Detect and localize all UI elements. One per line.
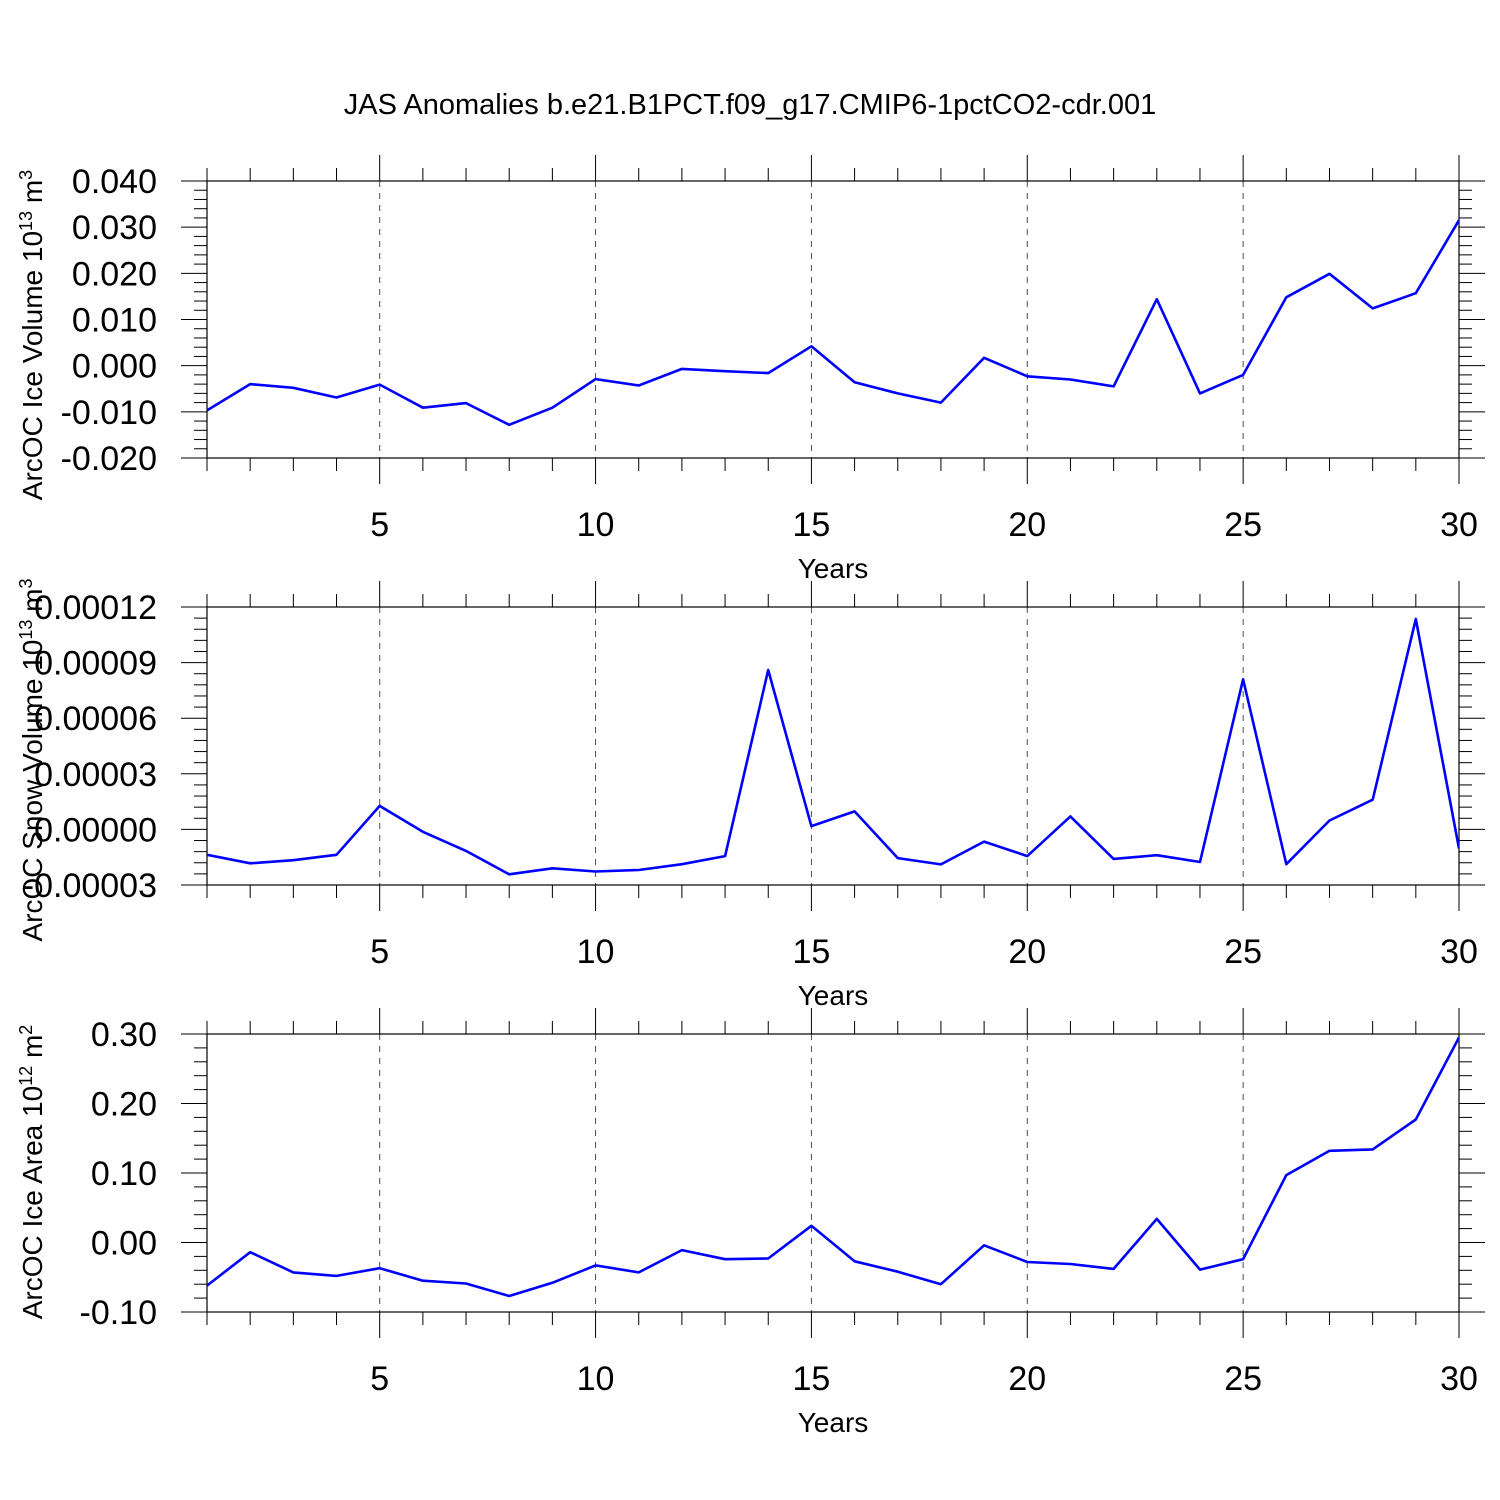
y-axis-label-superscript: 13 [16,620,36,640]
y-tick-label: -0.020 [61,440,157,478]
x-tick-label: 10 [577,933,615,971]
series-line [207,1036,1459,1298]
panel-3: -0.10 0.00 0.10 0.20 0.30 5 10 15 20 25 30 Years Arc… [16,1008,1485,1438]
y-tick-label: -0.10 [80,1294,158,1332]
y-axis-label-superscript: 3 [16,578,36,588]
plot-frame [206,1033,1460,1313]
series-line [207,617,1459,876]
y-axis-label-part: m [17,588,48,619]
y-axis-label-superscript: 13 [16,211,36,231]
x-axis-label: Years [798,553,869,584]
y-tick-label: 0.00000 [34,811,157,849]
x-tick-label: 15 [792,933,830,971]
y-axis-label-part: m [17,180,48,211]
x-tick-label: 10 [577,506,615,544]
x-tick-label: 10 [577,1360,615,1398]
x-tick-label: 5 [370,506,389,544]
y-axis-label-part: m [17,1035,48,1066]
y-tick-label: 0.040 [72,163,157,201]
y-tick-label: 0.20 [91,1086,157,1124]
y-tick-label: 0.00012 [34,589,157,627]
x-tick-label: 30 [1440,1360,1478,1398]
y-axis-label-part: ArcOC Ice Volume 10 [17,231,48,500]
y-tick-label: 0.30 [91,1016,157,1054]
chart-panels: -0.020 -0.010 0.000 0.010 0.020 0.030 0.040 5 10… [16,155,1485,1438]
y-tick-label: 0.000 [72,348,157,386]
y-tick-label: 0.00003 [34,756,157,794]
y-axis-label: ArcOC Ice Area 1012 m2 [16,1025,48,1320]
chart-title: JAS Anomalies b.e21.B1PCT.f09_g17.CMIP6-… [344,89,1156,121]
y-axis-label: ArcOC Snow Volume 1013 m3 [16,578,48,941]
y-tick-label: 0.010 [72,302,157,340]
y-axis-label-superscript: 12 [16,1066,36,1086]
series-line [207,219,1459,427]
y-tick-label: -0.010 [61,394,157,432]
plot-frame [206,606,1460,886]
y-tick-label: 0.020 [72,255,157,293]
y-axis-label-superscript: 2 [16,1025,36,1035]
y-tick-label: -0.00003 [23,867,157,905]
y-axis-label-part: ArcOC Ice Area 10 [17,1086,48,1319]
panel-2: -0.00003 0.00000 0.00003 0.00006 0.00009 0.00… [16,578,1485,1011]
y-tick-label: 0.10 [91,1155,157,1193]
x-tick-label: 30 [1440,933,1478,971]
plot-frame [206,180,1460,459]
x-axis-label: Years [798,1407,869,1438]
x-tick-label: 5 [370,1360,389,1398]
y-tick-label: 0.00009 [34,645,157,683]
y-tick-label: 0.00 [91,1225,157,1263]
panel-1: -0.020 -0.010 0.000 0.010 0.020 0.030 0.040 5 10… [16,155,1485,584]
x-axis-label: Years [798,980,869,1011]
y-axis-label: ArcOC Ice Volume 1013 m3 [16,170,48,500]
x-tick-label: 25 [1224,933,1262,971]
y-tick-label: 0.00006 [34,700,157,738]
x-tick-label: 25 [1224,506,1262,544]
y-axis-label-superscript: 3 [16,170,36,180]
x-tick-label: 5 [370,933,389,971]
x-tick-label: 15 [792,506,830,544]
x-tick-label: 20 [1008,506,1046,544]
y-axis-label-part: ArcOC Snow Volume 10 [17,640,48,942]
x-tick-label: 30 [1440,506,1478,544]
x-tick-label: 20 [1008,1360,1046,1398]
x-tick-label: 20 [1008,933,1046,971]
y-tick-label: 0.030 [72,209,157,247]
x-tick-label: 15 [792,1360,830,1398]
x-tick-label: 25 [1224,1360,1262,1398]
